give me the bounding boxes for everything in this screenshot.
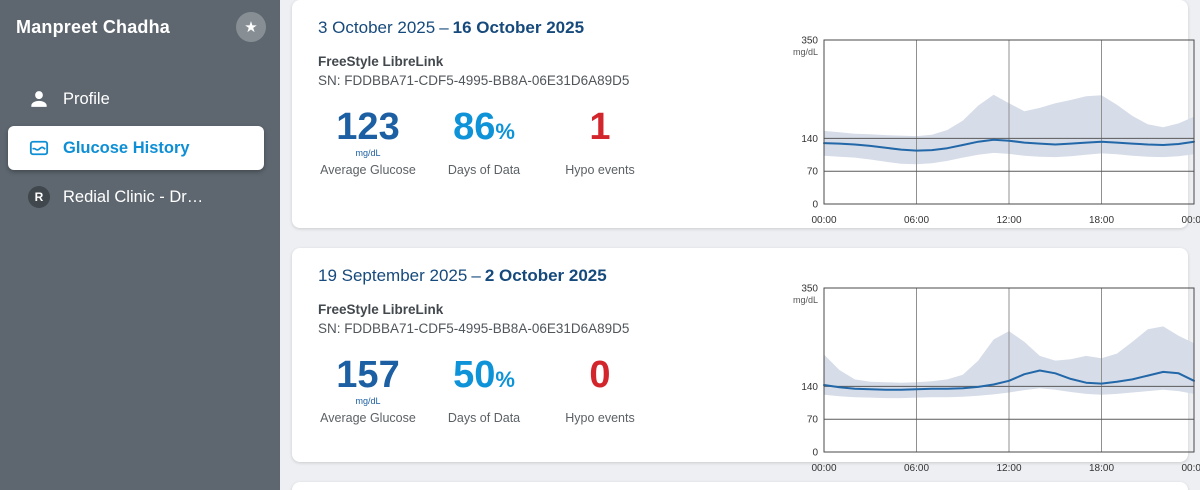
sidebar-item-clinic[interactable]: R Redial Clinic - Dr… <box>0 174 280 220</box>
range-end: 16 October 2025 <box>452 18 585 37</box>
svg-text:70: 70 <box>807 167 819 178</box>
hypo-events-unit <box>550 148 650 161</box>
svg-text:0: 0 <box>812 448 818 459</box>
average-glucose-label: Average Glucose <box>320 411 416 425</box>
svg-text:06:00: 06:00 <box>904 215 929 226</box>
days-of-data-number: 86 <box>453 106 496 148</box>
average-glucose-unit: mg/dL <box>355 148 381 158</box>
svg-text:70: 70 <box>807 415 819 426</box>
device-name: FreeStyle LibreLink <box>318 54 444 69</box>
favorite-star-icon[interactable]: ★ <box>236 12 266 42</box>
range-start: 19 September 2025 <box>318 266 468 285</box>
stat-days-of-data: 86% Days of Data <box>434 108 534 177</box>
svg-text:00:00: 00:00 <box>1181 215 1200 226</box>
glucose-report-card-2: 19 September 2025–2 October 2025 FreeSty… <box>292 248 1200 474</box>
hypo-events-label: Hypo events <box>565 163 635 177</box>
sidebar-item-label: Redial Clinic - Dr… <box>63 187 204 206</box>
days-of-data-label: Days of Data <box>447 163 521 177</box>
stat-hypo-events: 0 Hypo events <box>550 356 650 425</box>
sidebar: Manpreet Chadha ★ Profile Glucose Histor… <box>0 0 280 490</box>
range-end: 2 October 2025 <box>484 266 607 285</box>
svg-text:140: 140 <box>801 382 818 393</box>
days-of-data-value: 86% <box>434 108 534 146</box>
average-glucose-value: 123 <box>336 106 400 148</box>
svg-text:00:00: 00:00 <box>811 215 836 226</box>
days-of-data-unit <box>434 148 534 161</box>
hypo-events-value: 1 <box>589 106 611 148</box>
main-content: 3 October 2025–16 October 2025 FreeStyle… <box>280 0 1200 490</box>
average-glucose-unit: mg/dL <box>355 396 381 406</box>
svg-text:350: 350 <box>801 284 818 295</box>
sidebar-item-profile[interactable]: Profile <box>0 76 280 122</box>
days-of-data-value: 50% <box>434 356 534 394</box>
clinic-badge-letter: R <box>34 190 44 204</box>
device-serial: SN: FDDBBA71-CDF5-4995-BB8A-06E31D6A89D5 <box>318 73 630 88</box>
sidebar-menu: Profile Glucose History R Redial Clinic … <box>0 76 280 220</box>
sidebar-item-glucose-history[interactable]: Glucose History <box>8 126 264 170</box>
svg-text:mg/dL: mg/dL <box>793 295 818 305</box>
sidebar-item-label: Glucose History <box>63 138 190 157</box>
stat-average-glucose: 157 mg/dL Average Glucose <box>318 356 418 425</box>
sidebar-item-label: Profile <box>63 89 110 108</box>
svg-text:00:00: 00:00 <box>1181 463 1200 474</box>
glucose-chart-icon <box>28 137 50 159</box>
range-separator: – <box>439 18 449 37</box>
stat-average-glucose: 123 mg/dL Average Glucose <box>318 108 418 177</box>
svg-text:mg/dL: mg/dL <box>793 47 818 57</box>
range-separator: – <box>471 266 481 285</box>
hypo-events-label: Hypo events <box>565 411 635 425</box>
hypo-events-value: 0 <box>589 354 611 396</box>
svg-text:12:00: 12:00 <box>996 215 1021 226</box>
person-icon <box>28 88 50 110</box>
user-name: Manpreet Chadha <box>16 16 171 37</box>
glucose-report-card-1: 3 October 2025–16 October 2025 FreeStyle… <box>292 0 1200 228</box>
days-of-data-unit <box>434 396 534 409</box>
sidebar-header: Manpreet Chadha ★ <box>0 0 280 54</box>
report-info: 3 October 2025–16 October 2025 FreeStyle… <box>318 18 778 216</box>
svg-text:350: 350 <box>801 36 818 47</box>
svg-text:0: 0 <box>812 200 818 211</box>
stats-row: 157 mg/dL Average Glucose 50% Days of Da… <box>318 356 778 425</box>
days-of-data-label: Days of Data <box>447 411 521 425</box>
report-info: 19 September 2025–2 October 2025 FreeSty… <box>318 266 778 450</box>
hypo-events-unit <box>550 396 650 409</box>
stat-hypo-events: 1 Hypo events <box>550 108 650 177</box>
days-of-data-number: 50 <box>453 354 496 396</box>
range-start: 3 October 2025 <box>318 18 436 37</box>
date-range: 3 October 2025–16 October 2025 <box>318 18 778 38</box>
svg-text:00:00: 00:00 <box>811 463 836 474</box>
next-report-card-peek <box>292 482 1188 490</box>
percent-sign: % <box>495 119 515 144</box>
stat-days-of-data: 50% Days of Data <box>434 356 534 425</box>
average-glucose-value: 157 <box>336 354 400 396</box>
svg-text:18:00: 18:00 <box>1089 463 1114 474</box>
svg-text:18:00: 18:00 <box>1089 215 1114 226</box>
date-range: 19 September 2025–2 October 2025 <box>318 266 778 286</box>
average-glucose-label: Average Glucose <box>320 163 416 177</box>
svg-text:06:00: 06:00 <box>904 463 929 474</box>
device-serial: SN: FDDBBA71-CDF5-4995-BB8A-06E31D6A89D5 <box>318 321 630 336</box>
svg-text:140: 140 <box>801 134 818 145</box>
stats-row: 123 mg/dL Average Glucose 86% Days of Da… <box>318 108 778 177</box>
clinic-badge-icon: R <box>28 186 50 208</box>
percent-sign: % <box>495 367 515 392</box>
star-glyph: ★ <box>244 19 258 36</box>
device-name: FreeStyle LibreLink <box>318 302 444 317</box>
svg-text:12:00: 12:00 <box>996 463 1021 474</box>
